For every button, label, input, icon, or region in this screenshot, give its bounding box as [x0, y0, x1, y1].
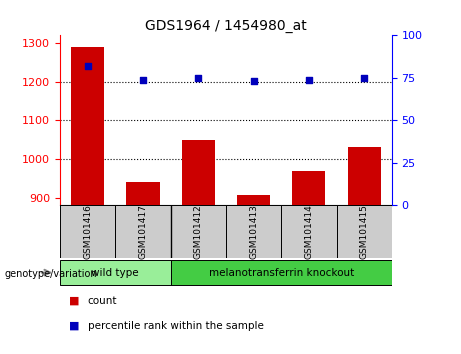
Bar: [281, 205, 337, 258]
Text: genotype/variation: genotype/variation: [5, 269, 97, 279]
Text: GSM101415: GSM101415: [360, 204, 369, 259]
Text: wild type: wild type: [91, 268, 139, 278]
Bar: [292, 171, 325, 205]
Bar: [171, 205, 226, 258]
Text: GSM101417: GSM101417: [138, 204, 148, 259]
Text: GSM101413: GSM101413: [249, 204, 258, 259]
Bar: [226, 205, 281, 258]
Text: melanotransferrin knockout: melanotransferrin knockout: [208, 268, 354, 278]
Text: ■: ■: [69, 321, 80, 331]
Text: GSM101416: GSM101416: [83, 204, 92, 259]
Point: [139, 77, 147, 82]
Point: [84, 63, 91, 69]
Bar: [60, 205, 115, 258]
Bar: [348, 147, 381, 205]
Text: percentile rank within the sample: percentile rank within the sample: [88, 321, 264, 331]
Title: GDS1964 / 1454980_at: GDS1964 / 1454980_at: [145, 19, 307, 33]
Bar: [60, 260, 171, 285]
Point: [195, 75, 202, 81]
Bar: [337, 205, 392, 258]
Bar: [182, 141, 215, 205]
Bar: [237, 194, 270, 205]
Point: [361, 75, 368, 81]
Bar: [115, 205, 171, 258]
Text: count: count: [88, 296, 117, 306]
Text: ■: ■: [69, 296, 80, 306]
Bar: [126, 182, 160, 205]
Point: [250, 79, 257, 84]
Bar: [71, 47, 104, 205]
Text: GSM101414: GSM101414: [304, 205, 313, 259]
Bar: [171, 260, 392, 285]
Point: [305, 77, 313, 82]
Text: GSM101412: GSM101412: [194, 205, 203, 259]
